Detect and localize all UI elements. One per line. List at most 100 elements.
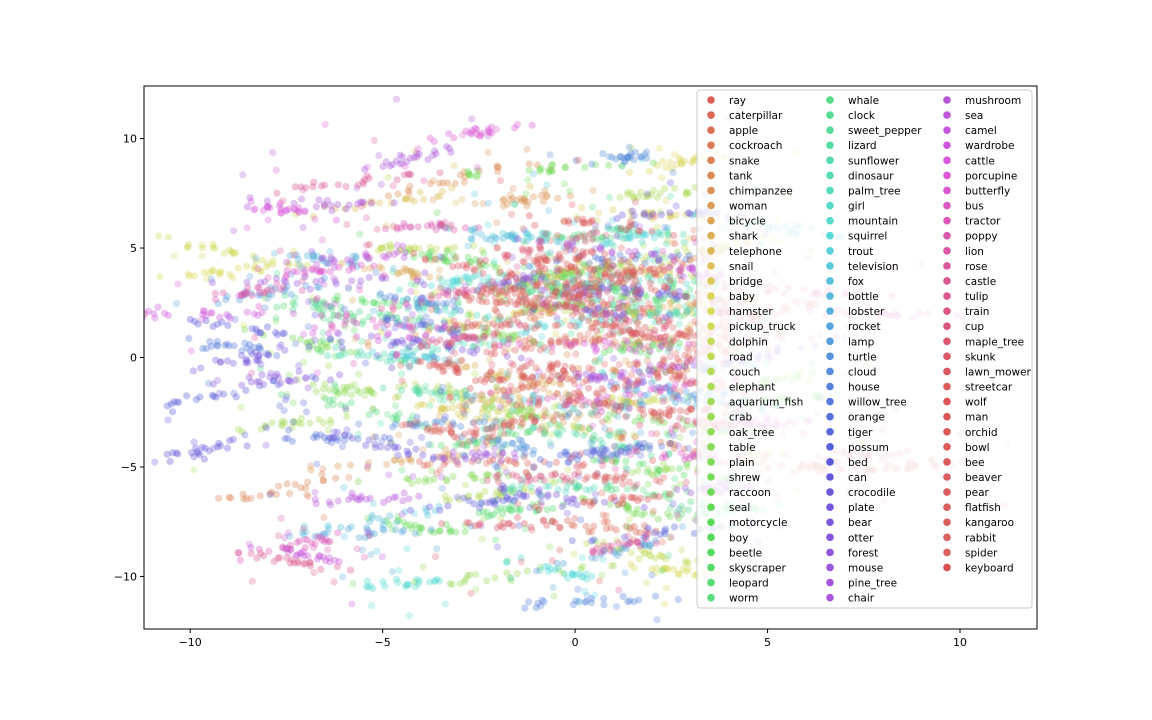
point-house <box>630 598 638 606</box>
point-caterpillar <box>570 522 578 530</box>
point-road <box>613 536 621 545</box>
point-chimpanzee <box>364 342 372 350</box>
point-oak_tree <box>532 414 540 422</box>
point-whale <box>329 311 337 319</box>
point-pickup_truck <box>264 260 272 268</box>
point-bicycle <box>547 414 556 422</box>
point-caterpillar <box>642 527 650 535</box>
point-bus <box>383 321 392 329</box>
point-mushroom <box>311 488 319 496</box>
point-woman <box>669 334 677 342</box>
point-woman <box>439 452 447 460</box>
point-squirrel <box>560 570 569 578</box>
point-bicycle <box>409 273 417 281</box>
point-caterpillar <box>583 305 591 313</box>
point-pickup_truck <box>198 241 206 249</box>
point-rose <box>608 542 616 550</box>
point-baby <box>445 319 453 327</box>
point-table <box>548 277 556 285</box>
point-boy <box>631 345 639 353</box>
point-baby <box>680 157 689 165</box>
point-maple_tree <box>593 228 601 237</box>
point-porcupine <box>450 134 458 142</box>
point-snail <box>375 199 384 207</box>
point-telephone <box>532 277 540 285</box>
point-baby <box>659 157 667 165</box>
point-porcupine <box>430 138 438 146</box>
point-caterpillar <box>585 528 593 536</box>
point-bridge <box>439 404 447 412</box>
point-bicycle <box>591 406 599 414</box>
point-skyscraper <box>479 508 487 516</box>
point-oak_tree <box>362 386 370 394</box>
point-chair <box>334 201 342 209</box>
point-palm_tree <box>590 483 598 491</box>
point-boy <box>611 296 619 304</box>
point-couch <box>481 488 489 496</box>
point-telephone <box>558 273 566 281</box>
point-cattle <box>277 205 285 213</box>
point-apple <box>554 338 563 346</box>
point-road <box>407 246 415 254</box>
point-couch <box>465 492 473 500</box>
point-seal <box>668 279 676 287</box>
point-cattle <box>553 313 561 321</box>
point-sweet_pepper <box>291 301 299 309</box>
point-raccoon <box>690 453 699 461</box>
point-seal <box>591 225 599 233</box>
point-wardrobe <box>289 309 298 318</box>
point-bicycle <box>481 282 489 290</box>
point-shark <box>462 363 470 371</box>
point-ray <box>433 469 441 477</box>
point-aquarium_fish <box>600 264 609 272</box>
point-skyscraper <box>547 517 556 525</box>
point-lobster <box>596 354 605 362</box>
point-caterpillar <box>599 511 607 519</box>
point-oak_tree <box>516 410 524 418</box>
point-woman <box>390 456 398 464</box>
point-crab <box>460 578 468 586</box>
point-snail <box>602 263 610 272</box>
point-willow_tree <box>604 222 613 230</box>
point-sweet_pepper <box>319 328 327 336</box>
point-bicycle <box>625 398 633 406</box>
point-whale <box>609 242 618 250</box>
point-wardrobe <box>144 307 153 315</box>
point-apple <box>595 335 603 343</box>
point-bicycle <box>505 345 513 353</box>
point-ray <box>497 459 505 467</box>
point-woman <box>654 336 662 344</box>
point-shark <box>485 356 494 364</box>
point-baby <box>689 157 698 165</box>
point-telephone <box>490 395 498 403</box>
point-bed <box>475 504 484 512</box>
point-apple <box>571 337 580 345</box>
point-snail <box>591 265 599 273</box>
point-beetle <box>350 326 358 334</box>
point-bus <box>377 318 385 327</box>
point-butterfly <box>301 269 309 277</box>
point-bear <box>398 336 406 344</box>
point-snail <box>622 272 630 280</box>
point-whale <box>314 304 322 312</box>
point-camel <box>315 552 323 560</box>
point-apple <box>591 339 599 347</box>
point-elephant <box>573 213 581 221</box>
point-whale <box>606 234 614 242</box>
point-raccoon <box>548 160 557 169</box>
point-house <box>537 602 545 610</box>
point-dolphin <box>666 270 675 279</box>
point-worm <box>332 386 340 394</box>
point-shrew <box>327 337 335 345</box>
point-bicycle <box>428 256 436 264</box>
point-bed <box>453 493 461 501</box>
point-couch <box>579 304 588 312</box>
point-bottle <box>486 235 494 244</box>
point-tulip <box>274 532 283 540</box>
point-oak_tree <box>343 383 351 391</box>
point-road <box>651 554 660 562</box>
point-cockroach <box>524 382 532 390</box>
point-road <box>378 245 386 253</box>
point-woman <box>632 340 641 348</box>
point-caterpillar <box>626 525 634 533</box>
